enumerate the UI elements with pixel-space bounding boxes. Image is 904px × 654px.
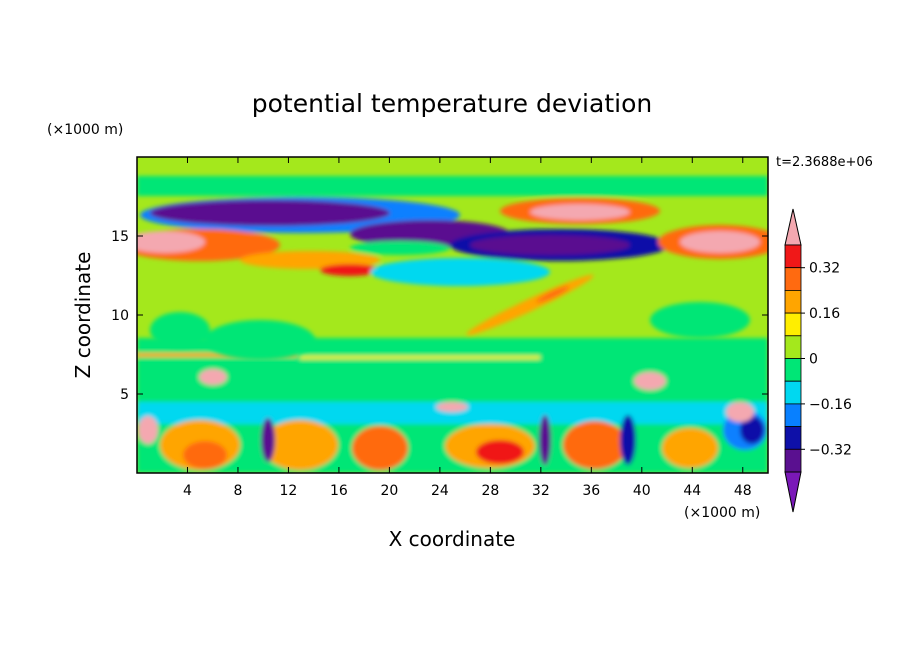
x-axis-label: X coordinate xyxy=(389,527,516,551)
contour-field xyxy=(137,157,768,473)
x-axis-unit: (×1000 m) xyxy=(684,505,760,521)
colorbar-swatch xyxy=(784,358,802,382)
y-tick-label: 5 xyxy=(120,387,129,403)
colorbar-swatch xyxy=(784,448,802,473)
x-tick-label: 4 xyxy=(183,483,192,499)
x-tick-label: 16 xyxy=(330,483,348,499)
colorbar-tick-label: 0.32 xyxy=(809,261,840,277)
x-axis-ticks: 4 8 12 16 20 24 28 32 36 40 44 48 xyxy=(183,157,752,499)
x-tick-label: 24 xyxy=(431,483,449,499)
colorbar-swatch xyxy=(784,380,802,405)
time-label: t=2.3688e+06 xyxy=(776,155,873,170)
colorbar-tick-label: −0.16 xyxy=(809,397,852,413)
colorbar-swatch xyxy=(784,312,802,337)
colorbar-swatch xyxy=(784,335,802,359)
x-tick-label: 28 xyxy=(481,483,499,499)
x-tick-label: 12 xyxy=(280,483,298,499)
y-axis-ticks: 5 10 15 xyxy=(111,229,768,403)
colorbar-swatch xyxy=(784,403,802,427)
lower-layer xyxy=(137,338,768,473)
colorbar-swatch xyxy=(784,426,802,450)
colorbar-extend-top xyxy=(784,208,802,246)
colorbar-swatch xyxy=(784,289,802,314)
y-tick-label: 15 xyxy=(111,229,129,245)
colorbar-tick-label: 0 xyxy=(809,352,818,368)
x-tick-label: 48 xyxy=(734,483,752,499)
colorbar-tick-label: −0.32 xyxy=(809,442,852,458)
colorbar-extend-bottom xyxy=(784,471,802,513)
x-tick-label: 40 xyxy=(633,483,651,499)
x-tick-label: 32 xyxy=(532,483,550,499)
y-axis-unit: (×1000 m) xyxy=(47,122,123,138)
y-tick-label: 10 xyxy=(111,308,129,324)
x-tick-label: 8 xyxy=(233,483,242,499)
y-axis-label: Z coordinate xyxy=(71,252,95,379)
colorbar: 0.32 0.16 0 −0.16 −0.32 xyxy=(784,208,852,513)
x-tick-label: 20 xyxy=(380,483,398,499)
colorbar-swatch xyxy=(784,267,802,291)
x-tick-label: 36 xyxy=(582,483,600,499)
upper-layer xyxy=(137,176,768,360)
chart-title: potential temperature deviation xyxy=(252,89,652,118)
colorbar-tick-label: 0.16 xyxy=(809,306,840,322)
x-tick-label: 44 xyxy=(683,483,701,499)
colorbar-swatch xyxy=(784,244,802,269)
